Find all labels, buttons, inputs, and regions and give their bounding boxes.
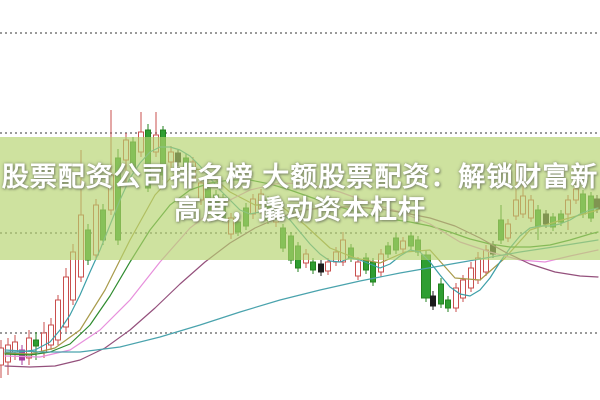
- candle-body-u: [41, 332, 47, 353]
- candle-body-d: [445, 299, 451, 309]
- candle-body-u: [475, 257, 481, 281]
- overlay-title: 股票配资公司排名榜 大额股票配资：解锁财富新 高度，撬动资本杠杆: [0, 161, 600, 227]
- candle-body-u: [453, 287, 459, 309]
- overlay-title-line2: 高度，撬动资本杠杆: [174, 195, 426, 225]
- candle-body-d: [310, 261, 316, 271]
- candle-body-d: [33, 339, 39, 347]
- overlay-title-line1: 股票配资公司排名榜 大额股票配资：解锁财富新: [1, 162, 599, 192]
- candle-body-u: [48, 324, 54, 346]
- candle-body-u: [0, 347, 4, 366]
- candle-body-u: [460, 279, 466, 299]
- candle-body-u: [468, 267, 474, 289]
- candle-body-u: [355, 261, 361, 277]
- candle-body-u: [55, 299, 61, 341]
- candle-body-k: [318, 263, 324, 273]
- gridline: [0, 332, 600, 334]
- candle-body-u: [26, 337, 32, 359]
- candle-body-u: [325, 261, 331, 272]
- gridline: [0, 132, 600, 134]
- candle-body-d: [438, 283, 444, 305]
- gridline: [0, 32, 600, 34]
- candle-body-k: [430, 295, 436, 307]
- highlight-band: [0, 137, 600, 260]
- candle-body-u: [63, 276, 69, 328]
